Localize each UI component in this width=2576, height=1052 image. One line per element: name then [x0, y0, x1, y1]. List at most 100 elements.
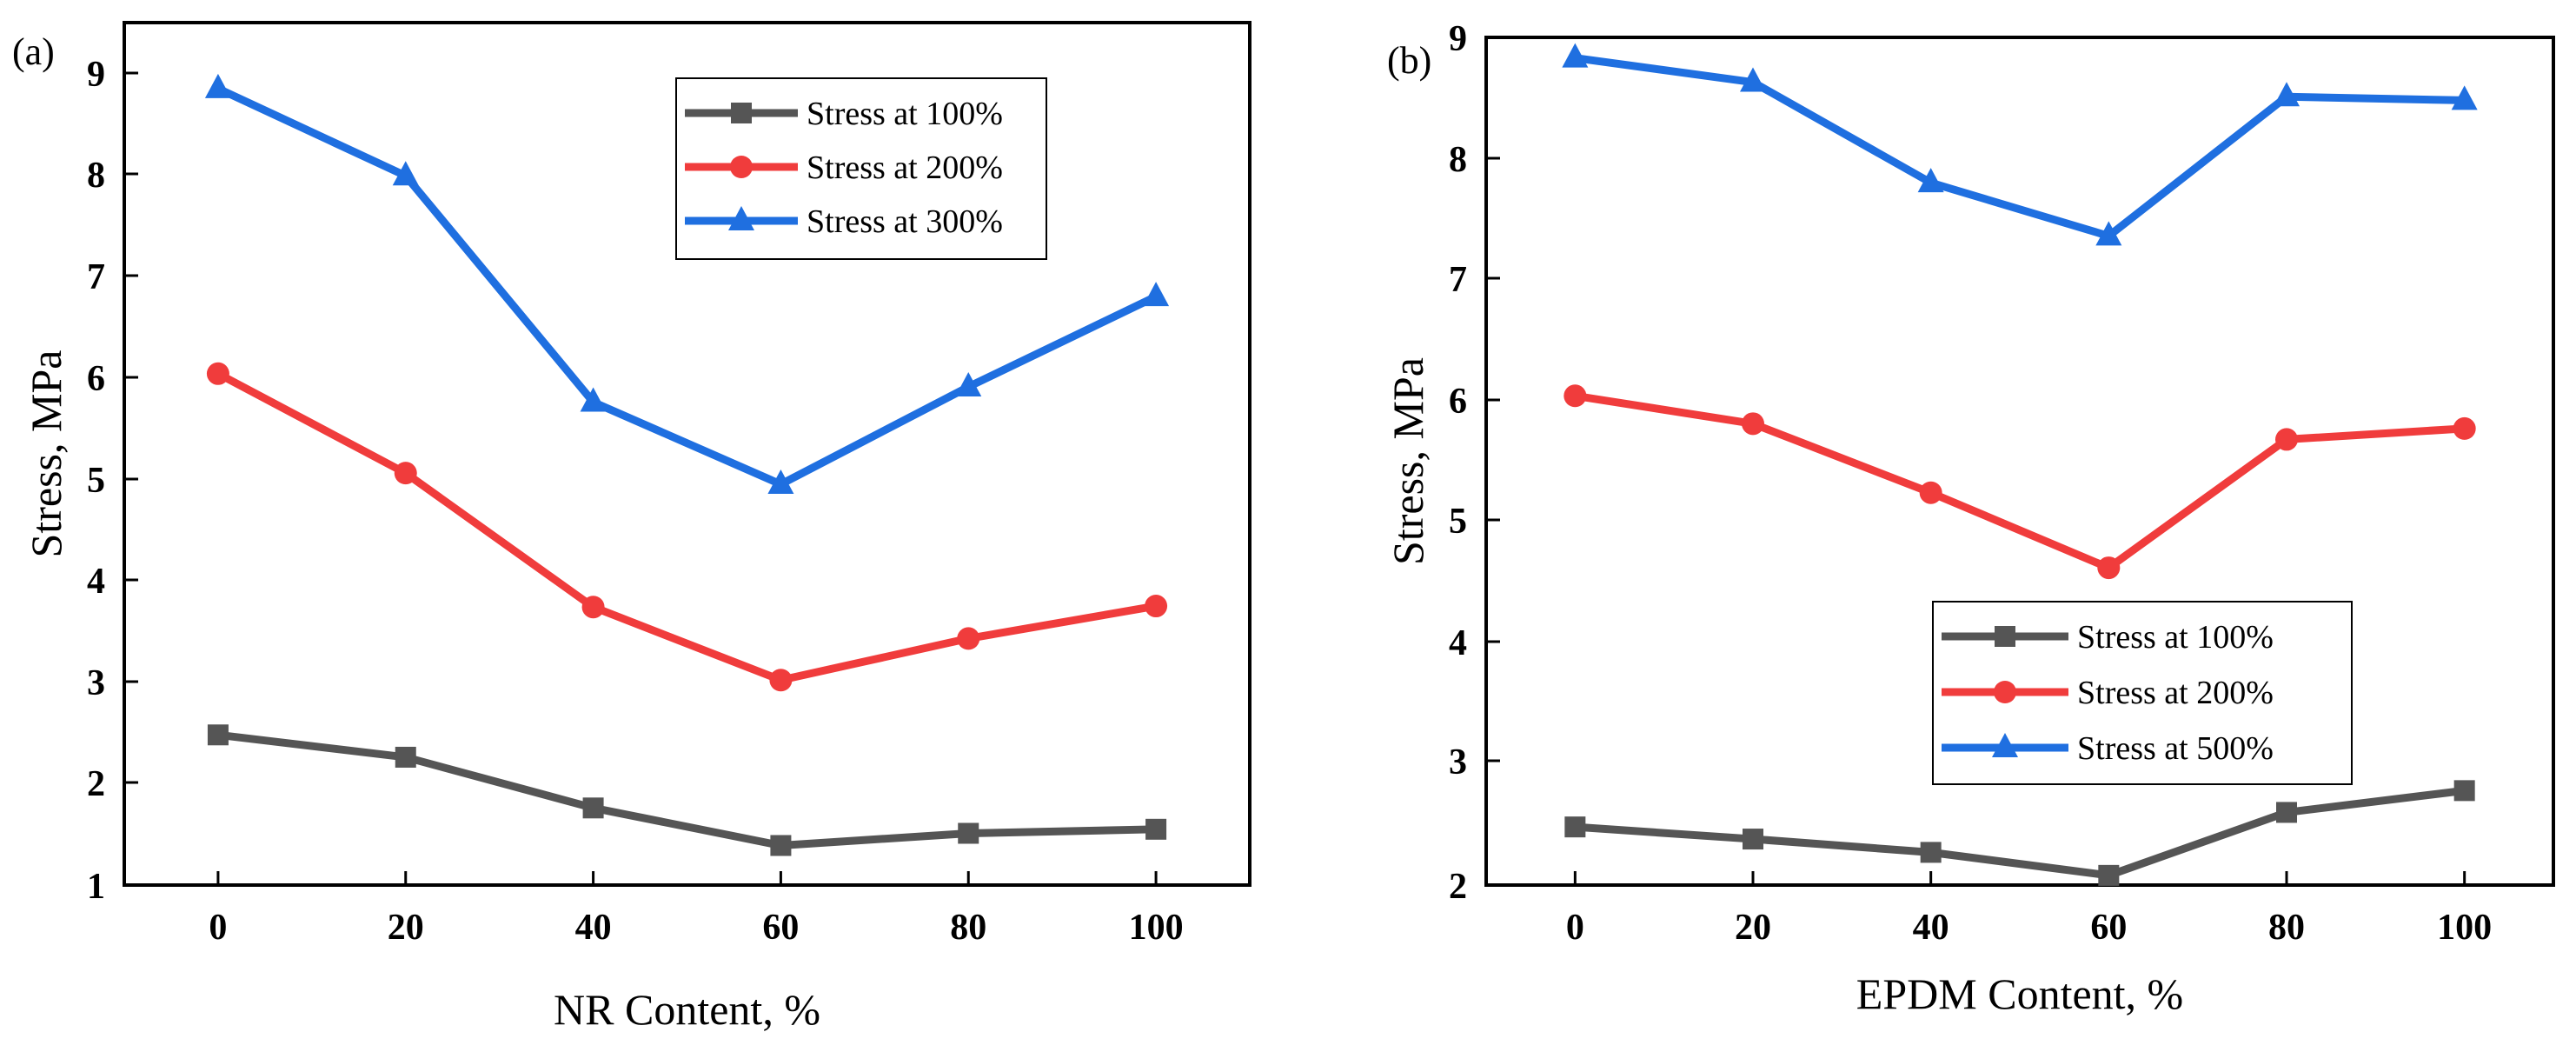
legend-marker [1995, 626, 2015, 647]
y-tick-label: 7 [87, 257, 105, 297]
x-tick-label: 100 [2437, 908, 2492, 948]
data-point [2453, 416, 2476, 440]
legend-marker [1992, 733, 2018, 757]
data-point [2276, 802, 2297, 823]
y-tick-label: 2 [1449, 867, 1467, 907]
legend-marker [731, 103, 752, 123]
data-point [1145, 818, 1167, 840]
data-point [1562, 43, 1589, 68]
x-tick-label: 20 [1735, 908, 1771, 948]
x-tick-label: 100 [1129, 908, 1184, 948]
series-line [217, 730, 1157, 849]
x-tick-label: 20 [388, 908, 424, 948]
y-tick-label: 7 [1449, 260, 1467, 300]
x-tick-label: 40 [575, 908, 612, 948]
data-point [2274, 82, 2300, 107]
y-tick-label: 4 [87, 562, 105, 602]
series-square [1564, 780, 2475, 886]
y-tick-label: 5 [1449, 502, 1467, 542]
data-point [581, 596, 605, 619]
data-point [204, 73, 231, 98]
data-point [2453, 780, 2475, 802]
data-point [1145, 595, 1168, 618]
data-point [1740, 67, 1766, 92]
data-point [2275, 428, 2298, 451]
y-axis-title: Stress, MPa [22, 350, 70, 558]
data-point [1920, 842, 1942, 863]
series-circle [1564, 384, 2476, 580]
series-circle [206, 362, 1168, 692]
legend-label: Stress at 300% [807, 203, 1003, 240]
data-point [2095, 221, 2122, 246]
chart-panel-a: 0 20 40 60 80 100 1 2 3 4 5 6 7 8 9 NR Content, % Stress… [12, 21, 1251, 1034]
series-line [1575, 786, 2466, 880]
panel-label: (b) [1387, 39, 1431, 82]
y-tick-label: 9 [87, 55, 105, 95]
x-tick-label: 40 [1913, 908, 1949, 948]
data-point [957, 627, 980, 650]
y-axis-title: Stress, MPa [1384, 357, 1432, 565]
y-tick-label: 8 [87, 156, 105, 196]
data-point [580, 387, 607, 412]
x-tick-label: 0 [209, 908, 227, 948]
series-line [1574, 391, 2465, 572]
plot-frame [1484, 36, 2555, 887]
data-point [1742, 412, 1764, 436]
x-axis-title: EPDM Content, % [1856, 969, 2183, 1018]
data-point [207, 724, 229, 746]
series-line [216, 84, 1159, 489]
series-triangle [204, 73, 1170, 495]
legend-label: Stress at 100% [2077, 619, 2274, 656]
data-point [2098, 864, 2120, 886]
legend-label: Stress at 200% [2077, 675, 2274, 711]
legend-label: Stress at 200% [807, 150, 1003, 186]
series-line [216, 370, 1157, 684]
y-tick-label: 6 [1449, 382, 1467, 422]
x-axis-title: NR Content, % [554, 985, 820, 1034]
y-tick-label: 2 [87, 764, 105, 804]
y-tick-label: 4 [1449, 623, 1467, 663]
data-point [770, 835, 792, 856]
legend-label: Stress at 500% [2077, 730, 2274, 767]
chart-panel-b: 0 20 40 60 80 100 2 3 4 5 6 7 8 9 EPDM Content, % Stres… [1384, 19, 2555, 1018]
data-point [955, 371, 982, 396]
x-tick-label: 0 [1566, 908, 1584, 948]
legend: Stress at 100% Stress at 200% Stress at 50… [1932, 601, 2353, 785]
y-tick-label: 3 [1449, 742, 1467, 782]
panel-label: (a) [12, 30, 55, 73]
data-point [1919, 481, 1942, 504]
data-point [958, 822, 979, 844]
x-tick-label: 60 [2090, 908, 2127, 948]
data-point [769, 669, 793, 692]
data-point [1743, 829, 1763, 850]
x-tick-label: 60 [762, 908, 799, 948]
y-tick-label: 5 [87, 461, 105, 501]
data-point [582, 797, 604, 819]
legend-marker [730, 156, 753, 178]
plot-frame [123, 21, 1251, 887]
data-point [394, 462, 417, 485]
y-tick-label: 6 [87, 359, 105, 399]
x-tick-label: 80 [950, 908, 986, 948]
data-point [767, 469, 794, 495]
x-tick-label: 80 [2268, 908, 2305, 948]
data-point [1564, 816, 1586, 838]
y-tick-label: 3 [87, 663, 105, 703]
y-tick-label: 9 [1449, 19, 1467, 59]
data-point [1564, 384, 1587, 408]
data-point [2097, 556, 2121, 580]
legend-label: Stress at 100% [807, 96, 1003, 132]
series-triangle [1562, 43, 2478, 246]
data-point [2451, 85, 2478, 110]
legend-marker [728, 206, 754, 230]
y-tick-label: 8 [1449, 140, 1467, 180]
series-square [207, 724, 1167, 856]
data-point [1917, 168, 1944, 193]
data-point [392, 161, 419, 186]
legend: Stress at 100% Stress at 200% Stress at 30… [675, 77, 1047, 260]
series-line [1574, 54, 2465, 240]
data-point [1143, 282, 1170, 307]
data-point [395, 746, 416, 768]
y-tick-label: 1 [87, 867, 105, 907]
